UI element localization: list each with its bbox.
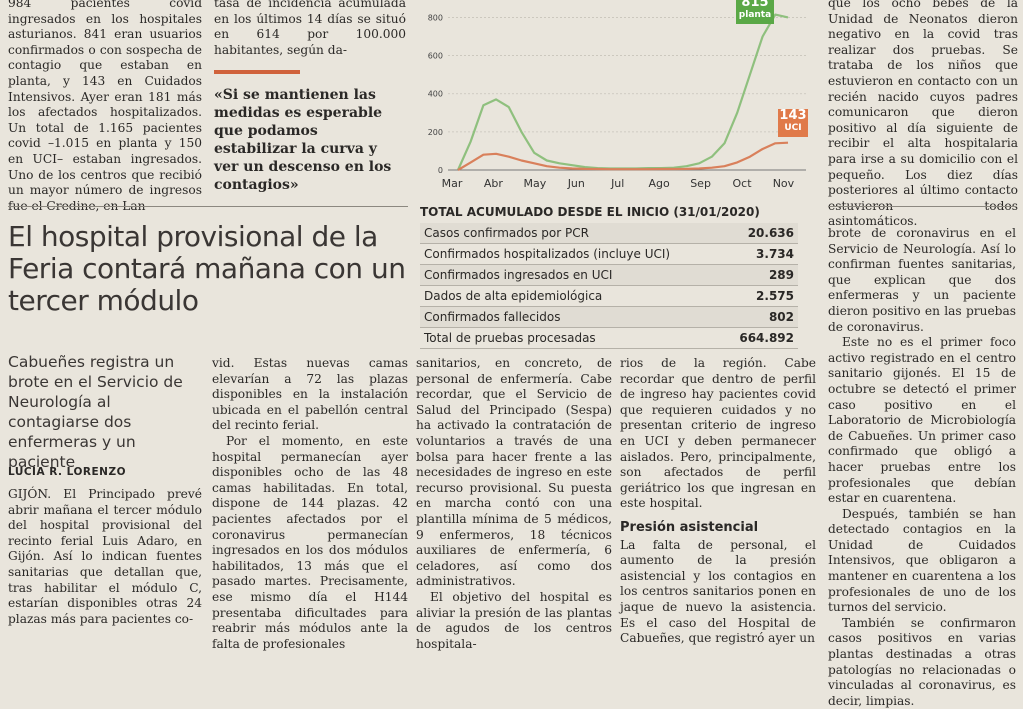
body-column-5: brote de coronavirus en el Servicio de N…	[828, 226, 1016, 709]
body-column-3: sanitarios, en concreto, de personal de …	[416, 356, 612, 652]
table-row-label: Confirmados ingresados en UCI	[424, 268, 613, 282]
x-tick-label: May	[523, 177, 546, 190]
top-col2-text: tasa de incidencia acumulada en los últi…	[214, 0, 406, 57]
deck: Cabueñes registra un brote en el Servici…	[8, 353, 183, 471]
y-tick-label: 200	[428, 128, 443, 137]
table-row-label: Total de pruebas procesadas	[424, 331, 596, 345]
body-col4-subhead: Presión asistencial	[620, 519, 759, 535]
table-row-value: 3.734	[756, 247, 794, 261]
x-tick-label: Jul	[610, 177, 624, 190]
body-col1-text: GIJÓN. El Principado prevé abrir mañana …	[8, 487, 202, 626]
x-tick-label: Sep	[690, 177, 711, 190]
table-row: Total de pruebas procesadas 664.892	[420, 328, 798, 349]
x-tick-label: Jun	[567, 177, 585, 190]
table-row-value: 20.636	[747, 226, 794, 240]
table-row-value: 289	[768, 268, 794, 282]
table-row-label: Confirmados hospitalizados (incluye UCI)	[424, 247, 671, 261]
body-col5-para-2: Este no es el primer foco activo registr…	[828, 335, 1016, 506]
table-row-label: Dados de alta epidemiológica	[424, 289, 603, 303]
article-top-column-2: tasa de incidencia acumulada en los últi…	[214, 0, 406, 58]
body-col4-para-2: La falta de personal, el aumento de la p…	[620, 537, 816, 646]
table-row: Casos confirmados por PCR 20.636	[420, 223, 798, 244]
body-column-4: rios de la región. Cabe recordar que den…	[620, 356, 816, 647]
byline: LUCÍA R. LORENZO	[8, 466, 126, 478]
table-row: Confirmados fallecidos 802	[420, 307, 798, 328]
table-title: TOTAL ACUMULADO DESDE EL INICIO (31/01/2…	[420, 205, 760, 219]
article-top-column-4: que los ocho bebés de la Unidad de Neona…	[828, 0, 1018, 230]
covid-hospital-chart: 0 200 400 600 800 Mar Abr May Jun Jul Ago Sep Oct Nov…	[418, 0, 818, 196]
table-row-label: Casos confirmados por PCR	[424, 226, 589, 240]
section-divider-right	[828, 206, 1016, 207]
y-tick-label: 400	[428, 90, 443, 99]
chart-svg: 0 200 400 600 800 Mar Abr May Jun Jul Ago Sep Oct Nov	[428, 13, 806, 190]
pull-quote: «Si se mantienen las medidas es esperabl…	[214, 87, 392, 193]
pull-quote-rule	[214, 70, 300, 74]
top-col1-text: 984 pacientes covid ingresados en los ho…	[8, 0, 202, 213]
table-row-value: 802	[768, 310, 794, 324]
planta-end-unit: planta	[738, 10, 772, 20]
body-col3-para-1: sanitarios, en concreto, de personal de …	[416, 356, 612, 589]
section-divider-left	[8, 206, 408, 207]
planta-series-line	[456, 13, 789, 171]
body-col2-para-2: Por el momento, en este hospital permane…	[212, 433, 408, 651]
cumulative-totals-table: TOTAL ACUMULADO DESDE EL INICIO (31/01/2…	[420, 205, 798, 349]
uci-end-tag: 143 UCI	[778, 109, 808, 137]
uci-series-line	[457, 141, 789, 171]
planta-end-tag: 815 planta	[736, 0, 774, 24]
x-tick-label: Oct	[732, 177, 752, 190]
top-col4-text: que los ocho bebés de la Unidad de Neona…	[828, 0, 1018, 229]
body-col2-para-1: vid. Estas nuevas camas elevarían a 72 l…	[212, 356, 408, 433]
table-row: Confirmados ingresados en UCI 289	[420, 265, 798, 286]
body-col5-para-1: brote de coronavirus en el Servicio de N…	[828, 226, 1016, 334]
body-col5-para-4: También se confirmaron casos positivos e…	[828, 615, 1016, 708]
headline: El hospital provisional de la Feria cont…	[8, 220, 406, 317]
uci-end-unit: UCI	[784, 123, 802, 133]
table-rows: Casos confirmados por PCR 20.636 Confirmad…	[420, 223, 798, 349]
x-tick-label: Abr	[484, 177, 504, 190]
x-tick-label: Nov	[773, 177, 795, 190]
y-tick-label: 600	[428, 52, 443, 61]
table-row-value: 2.575	[756, 289, 794, 303]
body-column-2: vid. Estas nuevas camas elevarían a 72 l…	[212, 356, 408, 652]
x-tick-label: Ago	[649, 177, 671, 190]
table-row: Confirmados hospitalizados (incluye UCI)…	[420, 244, 798, 265]
y-tick-label: 800	[428, 13, 443, 22]
y-tick-label: 0	[438, 166, 443, 175]
uci-end-value: 143	[779, 108, 807, 123]
table-row-value: 664.892	[739, 331, 794, 345]
planta-end-value: 815	[741, 0, 769, 10]
body-column-1: GIJÓN. El Principado prevé abrir mañana …	[8, 487, 202, 627]
x-tick-label: Mar	[442, 177, 463, 190]
table-row-label: Confirmados fallecidos	[424, 310, 561, 324]
body-col4-para-1: rios de la región. Cabe recordar que den…	[620, 356, 816, 511]
body-col3-para-2: El objetivo del hospital es aliviar la p…	[416, 589, 612, 651]
body-col5-para-3: Después, también se han detectado contag…	[828, 506, 1016, 615]
article-top-column-1: 984 pacientes covid ingresados en los ho…	[8, 0, 202, 214]
table-row: Dados de alta epidemiológica 2.575	[420, 286, 798, 307]
